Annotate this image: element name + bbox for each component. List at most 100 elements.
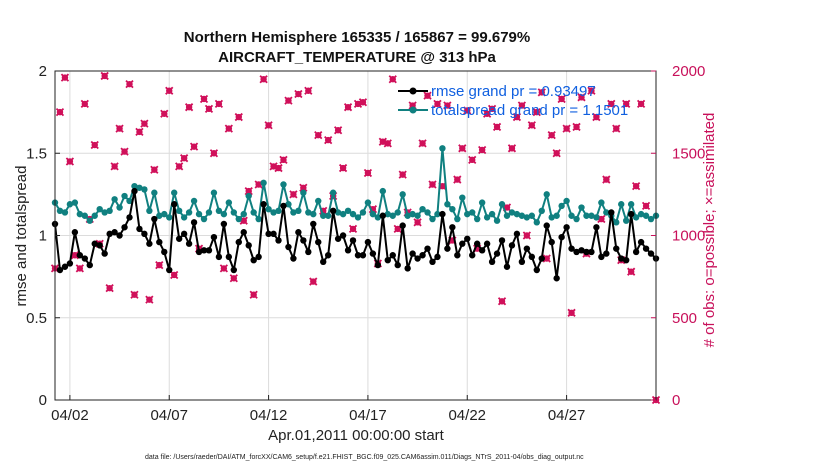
obs-assimilated-marker bbox=[428, 180, 437, 189]
totalspread-point bbox=[310, 210, 317, 218]
rmse-point bbox=[439, 210, 446, 218]
totalspread-point bbox=[563, 197, 570, 205]
obs-assimilated-marker bbox=[433, 99, 442, 109]
obs-assimilated-marker bbox=[463, 106, 472, 115]
totalspread-point bbox=[66, 201, 74, 208]
rmse-point bbox=[593, 224, 600, 231]
obs-assimilated-marker bbox=[115, 124, 124, 133]
totalspread-point bbox=[384, 210, 391, 218]
obs-assimilated-marker bbox=[209, 149, 219, 158]
totalspread-point bbox=[71, 199, 79, 206]
rmse-point bbox=[354, 252, 362, 259]
rmse-point bbox=[200, 247, 208, 254]
totalspread-point bbox=[379, 187, 387, 195]
totalspread-point bbox=[215, 207, 223, 215]
obs-assimilated-marker bbox=[512, 112, 522, 122]
totalspread-point bbox=[205, 209, 213, 216]
totalspread-point bbox=[270, 209, 277, 216]
obs-assimilated-marker bbox=[199, 94, 209, 104]
y-left-tick-label: 0.5 bbox=[26, 310, 47, 327]
totalspread-point bbox=[409, 210, 416, 218]
totalspread-point bbox=[131, 182, 138, 190]
obs-assimilated-marker bbox=[487, 104, 497, 113]
obs-assimilated-marker bbox=[413, 218, 422, 227]
totalspread-point bbox=[498, 201, 506, 208]
x-tick-label: 04/22 bbox=[448, 407, 486, 424]
obs-assimilated-marker bbox=[567, 308, 576, 317]
rmse-point bbox=[305, 248, 312, 256]
rmse-point bbox=[126, 214, 133, 221]
rmse-point bbox=[563, 224, 570, 231]
rmse-point bbox=[598, 253, 605, 261]
obs-assimilated-marker bbox=[587, 86, 596, 95]
totalspread-point bbox=[374, 214, 382, 221]
rmse-point bbox=[156, 238, 163, 246]
rmse-point bbox=[637, 238, 645, 246]
rmse-point bbox=[608, 209, 615, 216]
data-file-footnote: data file: /Users/raeder/DAI/ATM_forcXX/… bbox=[145, 454, 584, 461]
totalspread-point bbox=[548, 214, 555, 221]
totalspread-point bbox=[349, 210, 357, 218]
obs-assimilated-marker bbox=[150, 165, 159, 174]
rmse-point bbox=[101, 250, 108, 257]
totalspread-point bbox=[543, 191, 550, 198]
rmse-point bbox=[642, 245, 650, 252]
rmse-point bbox=[369, 250, 377, 257]
rmse-point bbox=[339, 232, 347, 239]
obs-assimilated-marker bbox=[274, 163, 283, 173]
totalspread-point bbox=[56, 207, 64, 215]
obs-assimilated-marker bbox=[234, 112, 243, 122]
totalspread-point bbox=[528, 212, 536, 219]
rmse-point bbox=[136, 225, 143, 233]
rmse-point bbox=[250, 256, 257, 264]
obs-assimilated-marker bbox=[522, 231, 531, 240]
y-left-tick-label: 2 bbox=[39, 63, 47, 80]
rmse-point bbox=[166, 266, 173, 274]
totalspread-point bbox=[300, 189, 307, 196]
totalspread-point bbox=[359, 209, 367, 216]
totalspread-point bbox=[593, 214, 600, 221]
obs-assimilated-marker bbox=[175, 162, 184, 171]
totalspread-point bbox=[454, 215, 461, 223]
totalspread-point bbox=[61, 209, 69, 216]
obs-assimilated-marker bbox=[577, 93, 586, 102]
obs-assimilated-marker bbox=[537, 88, 546, 97]
rmse-point bbox=[220, 220, 228, 228]
rmse-point bbox=[320, 258, 327, 266]
rmse-point bbox=[374, 261, 382, 269]
rmse-point bbox=[538, 255, 545, 262]
rmse-point bbox=[399, 222, 406, 229]
totalspread-point bbox=[195, 210, 203, 218]
obs-assimilated-marker bbox=[289, 190, 298, 199]
rmse-point bbox=[71, 229, 79, 236]
rmse-point bbox=[240, 229, 247, 236]
rmse-point bbox=[180, 230, 188, 238]
rmse-point bbox=[91, 240, 98, 247]
rmse-point bbox=[280, 202, 287, 210]
rmse-point bbox=[583, 248, 590, 256]
rmse-point bbox=[235, 238, 242, 246]
obs-assimilated-marker bbox=[165, 86, 174, 95]
totalspread-point bbox=[275, 207, 282, 215]
rmse-point bbox=[613, 245, 620, 252]
rmse-point bbox=[464, 235, 471, 242]
obs-assimilated-marker bbox=[304, 86, 313, 95]
rmse-point bbox=[618, 255, 625, 262]
rmse-point bbox=[175, 235, 183, 242]
y-axis-right-ticks: 0 500 1000 1500 2000 bbox=[651, 63, 705, 409]
totalspread-point bbox=[588, 212, 595, 219]
totalspread-point bbox=[334, 209, 342, 216]
obs-assimilated-marker bbox=[557, 94, 566, 104]
legend-spread-label: totalspread grand pr = 1.1501 bbox=[431, 102, 628, 119]
totalspread-point bbox=[344, 207, 352, 215]
rmse-point bbox=[225, 253, 233, 261]
obs-assimilated-marker bbox=[532, 107, 541, 117]
obs-assimilated-marker bbox=[324, 135, 333, 145]
obs-assimilated-marker bbox=[140, 119, 149, 128]
rmse-point bbox=[285, 243, 292, 251]
obs-assimilated-marker bbox=[547, 131, 556, 140]
obs-assimilated-marker bbox=[562, 124, 571, 133]
obs-assimilated-marker bbox=[592, 112, 601, 122]
obs-assimilated-marker bbox=[627, 267, 636, 276]
totalspread-point bbox=[180, 214, 188, 221]
